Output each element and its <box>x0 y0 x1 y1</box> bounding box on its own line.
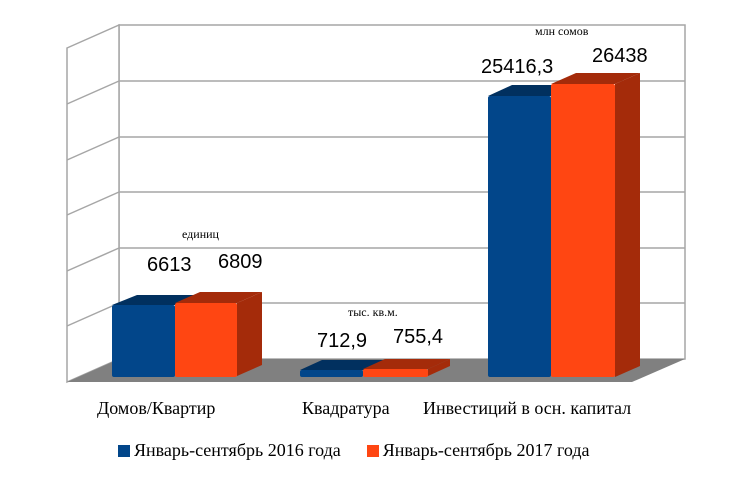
value-label-2016-investment: 25416,3 <box>481 56 554 78</box>
category-label-investment: Инвестиций в осн. капитал <box>423 398 632 418</box>
value-label-2017-area: 755,4 <box>393 326 444 348</box>
unit-label-investment: млн сомов <box>535 24 589 38</box>
bar-2016-area <box>300 360 385 377</box>
category-label-homes: Домов/Квартир <box>97 398 216 418</box>
legend-item-2016: Январь-сентябрь 2016 года <box>118 440 341 461</box>
value-label-2017-homes: 6809 <box>218 251 263 273</box>
unit-label-homes: единиц <box>182 227 219 241</box>
legend-label-2017: Январь-сентябрь 2017 года <box>382 440 590 460</box>
value-label-2016-area: 712,9 <box>317 330 368 352</box>
legend-swatch-2017 <box>366 444 379 457</box>
unit-label-area: тыс. кв.м. <box>348 305 398 319</box>
bar-2017-investment <box>551 73 640 377</box>
bar-2017-homes <box>175 292 262 377</box>
legend-item-2017: Январь-сентябрь 2017 года <box>366 440 590 461</box>
value-label-2016-homes: 6613 <box>147 254 192 276</box>
legend-swatch-2016 <box>118 444 130 457</box>
chart-legend: Январь-сентябрь 2016 года Январь-сентябр… <box>118 440 616 461</box>
bar-2017-area <box>363 359 450 377</box>
category-label-area: Квадратура <box>302 398 390 418</box>
legend-label-2016: Январь-сентябрь 2016 года <box>134 440 341 460</box>
value-label-2017-investment: 26438 <box>592 45 648 67</box>
